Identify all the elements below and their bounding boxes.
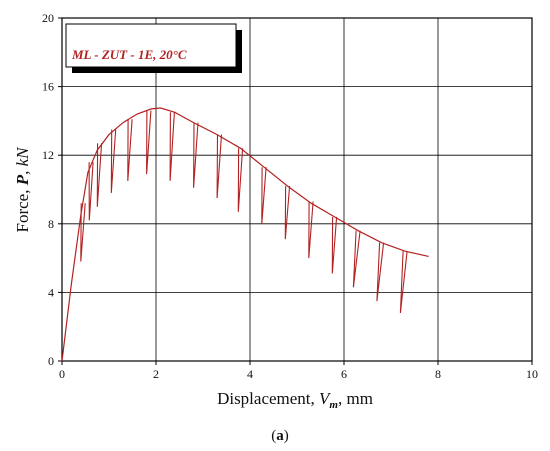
legend-box — [65, 23, 237, 68]
unloading-line — [193, 122, 199, 188]
unloading-line — [331, 216, 338, 274]
y-tick-label: 4 — [48, 285, 54, 299]
y-tick-label: 12 — [42, 148, 54, 162]
y-tick-label: 8 — [48, 217, 54, 231]
y-tick-label: 0 — [48, 354, 54, 368]
x-tick-label: 2 — [153, 367, 159, 381]
legend: ML - ZUT - 1E, 20°C — [65, 23, 242, 73]
y-tick-label: 16 — [42, 80, 54, 94]
unloading-line — [216, 134, 223, 199]
x-tick-label: 8 — [435, 367, 441, 381]
unloading-line — [308, 201, 314, 259]
figure-caption: (a) — [271, 428, 289, 444]
envelope-curve — [61, 107, 429, 362]
x-tick-label: 10 — [526, 367, 538, 381]
unloading-line — [352, 230, 361, 288]
unloading-line — [237, 148, 244, 212]
plot-frame — [61, 17, 533, 362]
unloading-line — [284, 186, 291, 240]
unloading-line — [110, 129, 117, 193]
unloading-line — [169, 112, 175, 181]
x-axis-ticks: 0 2 4 6 8 10 — [59, 361, 538, 381]
unloading-line — [146, 110, 152, 175]
unloading-line — [80, 203, 86, 262]
legend-entry: ML - ZUT - 1E, 20°C — [71, 47, 187, 62]
y-axis-ticks: 0 4 8 12 16 20 — [42, 11, 62, 368]
unloading-line — [88, 162, 94, 221]
unloading-line — [399, 251, 408, 314]
plot-area — [62, 18, 532, 361]
x-tick-label: 4 — [247, 367, 253, 381]
x-tick-label: 0 — [59, 367, 65, 381]
unloading-line — [376, 242, 385, 302]
grid-lines — [62, 18, 532, 361]
y-tick-label: 20 — [42, 11, 54, 25]
series-layer — [61, 107, 429, 362]
x-axis-label: Displacement, Vm, mm — [217, 389, 373, 411]
unloading-line — [261, 167, 267, 224]
unloading-line — [96, 143, 103, 207]
unloading-line — [127, 119, 133, 181]
y-axis-label: Force, P, kN — [13, 146, 32, 233]
x-tick-label: 6 — [341, 367, 347, 381]
